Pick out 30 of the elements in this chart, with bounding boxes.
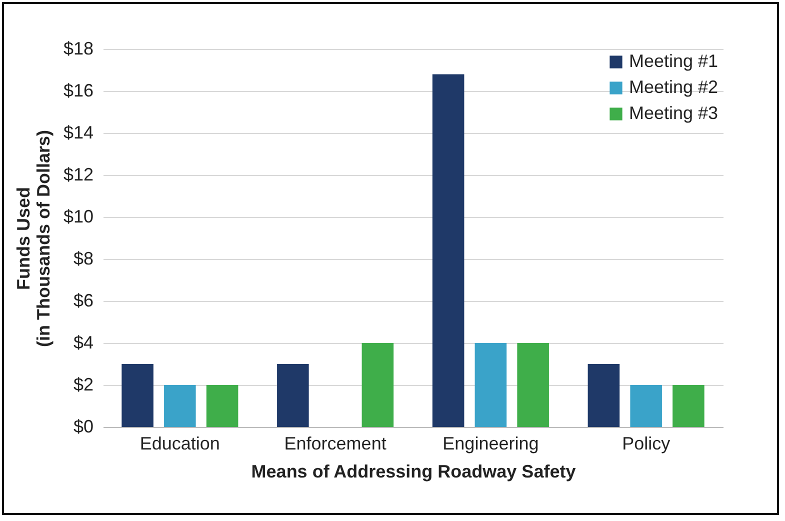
bar xyxy=(362,343,394,427)
x-axis-title: Means of Addressing Roadway Safety xyxy=(251,462,576,482)
x-tick-label: Policy xyxy=(622,434,670,454)
x-tick-label: Engineering xyxy=(442,434,539,454)
y-tick-label: $18 xyxy=(63,38,94,58)
y-tick-label: $14 xyxy=(63,122,94,142)
bar xyxy=(474,343,507,427)
bar xyxy=(277,364,309,427)
y-tick-label: $4 xyxy=(73,332,94,352)
bar xyxy=(672,385,704,427)
bar xyxy=(630,385,662,427)
legend-label: Meeting #1 xyxy=(629,51,718,71)
legend-label: Meeting #2 xyxy=(629,77,718,97)
y-tick-label: $6 xyxy=(73,290,94,310)
bar xyxy=(122,364,154,427)
legend-label: Meeting #3 xyxy=(629,103,718,123)
bar xyxy=(206,385,238,427)
bar xyxy=(517,343,549,427)
y-tick-label: $12 xyxy=(63,164,94,184)
y-axis-title: Funds Used (in Thousands of Dollars) xyxy=(13,130,54,348)
bar xyxy=(432,74,464,427)
y-tick-label: $10 xyxy=(63,206,94,226)
y-tick-label: $8 xyxy=(73,248,94,268)
y-tick-label: $16 xyxy=(63,80,94,100)
bar xyxy=(164,385,196,427)
y-tick-label: $2 xyxy=(73,374,94,394)
x-tick-label: Education xyxy=(140,434,220,454)
x-tick-label: Enforcement xyxy=(284,434,386,454)
bar xyxy=(588,364,620,427)
y-tick-label: $0 xyxy=(73,416,94,436)
